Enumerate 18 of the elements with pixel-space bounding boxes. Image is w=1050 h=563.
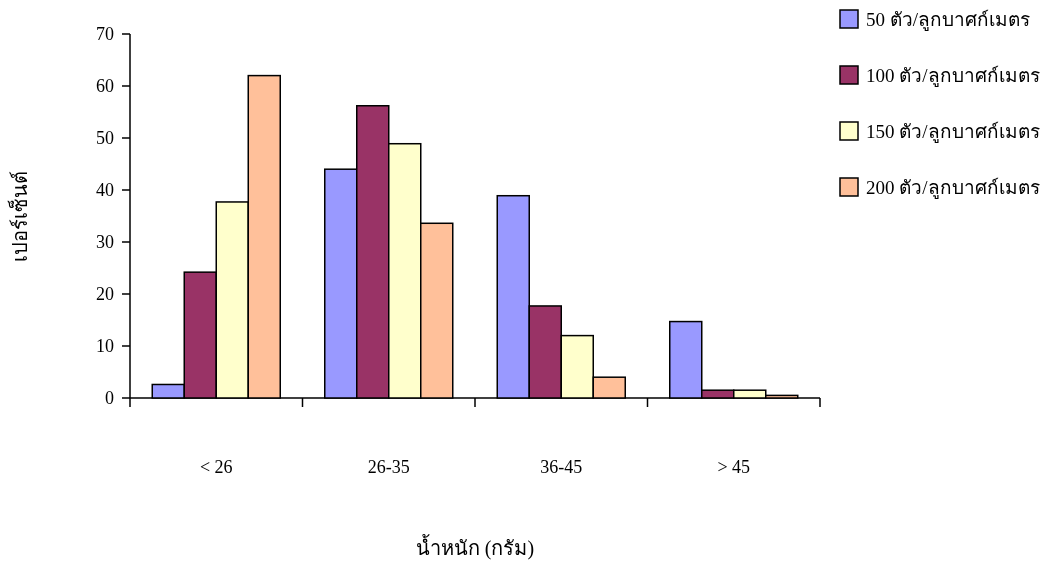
x-tick-label: 36-45 — [540, 457, 583, 477]
y-tick-label: 40 — [96, 180, 114, 200]
legend-label: 100 ตัว/ลูกบาศก์เมตร — [866, 65, 1040, 87]
x-axis-title: น้ำหนัก (กรัม) — [415, 534, 535, 560]
y-tick-label: 30 — [96, 232, 114, 252]
y-tick-label: 0 — [105, 388, 114, 408]
y-tick-label: 20 — [96, 284, 114, 304]
legend-label: 50 ตัว/ลูกบาศก์เมตร — [866, 9, 1031, 31]
legend-label: 150 ตัว/ลูกบาศก์เมตร — [866, 121, 1040, 143]
y-tick-label: 10 — [96, 336, 114, 356]
y-axis-title: เปอร์เซ็นต์ — [7, 170, 31, 262]
y-tick-label: 70 — [96, 24, 114, 44]
y-tick-label: 60 — [96, 76, 114, 96]
x-tick-label: 26-35 — [367, 457, 410, 477]
legend-label: 200 ตัว/ลูกบาศก์เมตร — [866, 177, 1040, 199]
y-tick-label: 50 — [96, 128, 114, 148]
x-tick-label: < 26 — [199, 457, 233, 477]
x-tick-label: > 45 — [717, 457, 751, 477]
